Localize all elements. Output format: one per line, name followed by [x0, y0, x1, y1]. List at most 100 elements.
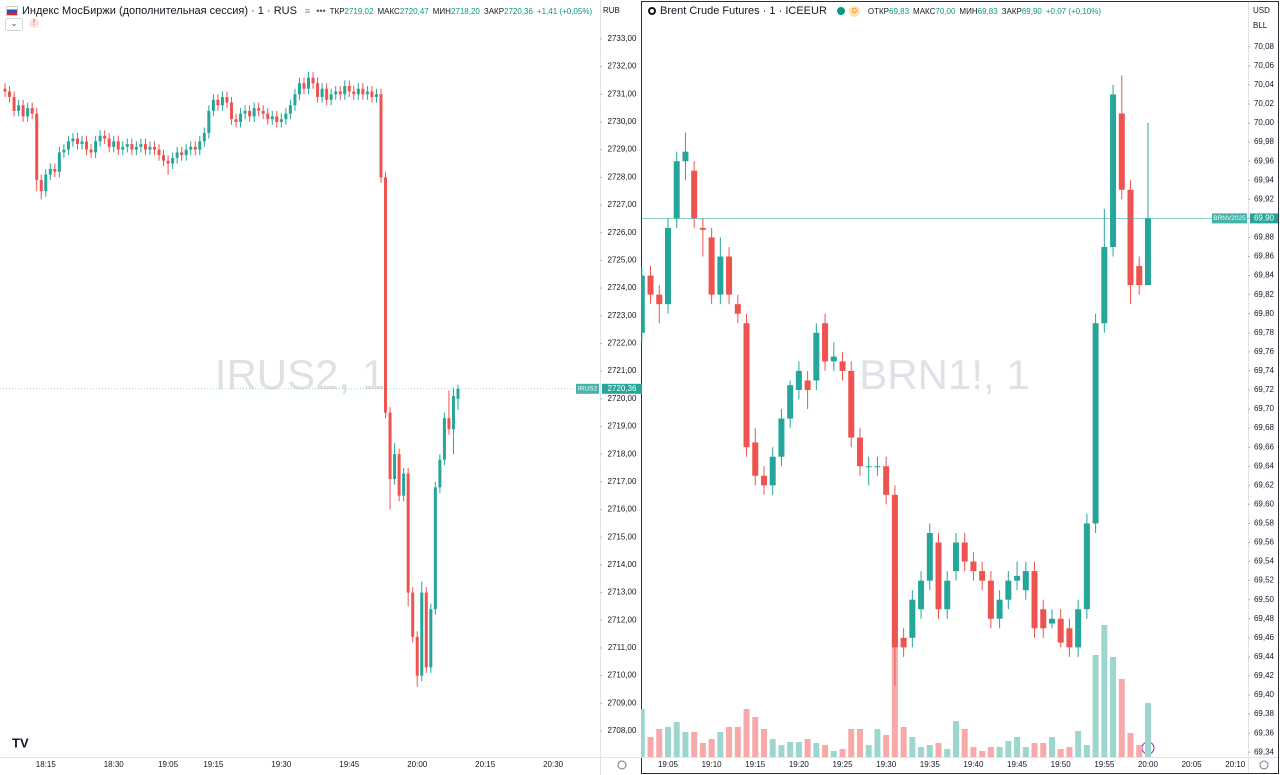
plot-area: BRN1!, 1	[641, 75, 1151, 757]
candle-body	[338, 91, 342, 95]
volume-bar	[699, 743, 706, 757]
candle-body	[664, 227, 671, 305]
more-button[interactable]: •••	[316, 6, 326, 16]
candle-body	[1083, 523, 1090, 610]
flag	[6, 6, 18, 16]
y-tick-label: 2714,00	[608, 560, 637, 569]
candle-body	[3, 88, 7, 92]
candle-body	[743, 323, 750, 448]
candle-body	[166, 160, 170, 164]
y-tick-label: 2725,00	[608, 255, 637, 264]
candle-body	[429, 609, 433, 668]
volume-bar	[900, 727, 907, 757]
candle-body	[442, 418, 446, 460]
volume-bar	[918, 747, 925, 757]
candle-body	[89, 149, 93, 153]
candle-body	[370, 91, 374, 98]
x-tick-label: 18:15	[36, 760, 57, 769]
candle-body	[822, 323, 829, 362]
y-tick-label: 69,74	[1254, 366, 1275, 375]
y-tick-label: 2716,00	[608, 505, 637, 514]
volume-bar	[795, 742, 802, 757]
candle-body	[406, 473, 410, 593]
candle-body	[329, 94, 333, 100]
volume-bar	[1127, 733, 1134, 757]
candle-body	[961, 542, 968, 562]
candle-body	[379, 94, 383, 178]
settings-icon[interactable]	[1259, 760, 1269, 770]
candle-body	[75, 138, 79, 145]
x-tick-label: 19:25	[833, 760, 854, 769]
volume-bar	[1031, 743, 1038, 757]
volume-bar	[848, 729, 855, 757]
legend-label: ТКР	[329, 6, 345, 16]
candle-body	[1066, 628, 1073, 648]
volume-bar	[734, 727, 741, 757]
candle-body	[152, 146, 156, 150]
change: +1,41 (+0,05%)	[536, 6, 593, 16]
candle-body	[795, 370, 802, 390]
volume-bar	[926, 745, 933, 757]
candle-body	[85, 141, 89, 150]
x-tick-label: 19:30	[271, 760, 292, 769]
logo: TV	[12, 735, 29, 750]
settings-icon[interactable]	[617, 760, 627, 770]
y-tick-label: 2728,00	[608, 172, 637, 181]
warning-icon[interactable]: !	[29, 18, 39, 28]
legend: МАКС70,00	[913, 7, 955, 16]
candle-body	[411, 592, 415, 637]
candle-body	[202, 133, 206, 142]
candle-body	[641, 275, 645, 333]
candle-body	[438, 459, 442, 488]
volume-bar	[769, 739, 776, 757]
candle-body	[830, 356, 837, 362]
last-price-label: 69,90	[1254, 213, 1275, 222]
volume-bar	[708, 739, 715, 757]
candle-body	[39, 180, 43, 192]
volume-bar	[682, 732, 689, 757]
legend-value: 2718,20	[450, 6, 480, 16]
candle-body	[952, 542, 959, 572]
y-tick-label: 69,72	[1254, 385, 1275, 394]
y-tick-label: 2729,00	[608, 145, 637, 154]
candle-body	[447, 418, 451, 430]
candle-body	[356, 88, 360, 95]
candle-body	[44, 174, 48, 192]
collapse-button[interactable]: ⌄	[5, 18, 23, 31]
candle-body	[239, 113, 243, 122]
badge: D	[848, 5, 860, 17]
volume-bar	[874, 729, 881, 757]
candle-body	[944, 580, 951, 610]
y-tick-label: 2709,00	[608, 698, 637, 707]
currency: USD	[1253, 6, 1270, 15]
x-tick-label: 19:15	[203, 760, 224, 769]
candle-body	[26, 108, 30, 117]
y-tick-label: 69,56	[1254, 538, 1275, 547]
y-tick-label: 2726,00	[608, 228, 637, 237]
menu-icon[interactable]: ≡	[304, 6, 311, 16]
volume-bar	[935, 743, 942, 757]
candle-body	[35, 113, 39, 181]
y-tick-label: 69,82	[1254, 290, 1275, 299]
candle-body	[297, 83, 301, 95]
candle-body	[1057, 618, 1064, 643]
volume-bar	[979, 751, 986, 757]
candle-body	[365, 91, 369, 95]
volume-bar	[830, 751, 837, 757]
y-tick-label: 69,96	[1254, 156, 1275, 165]
candle-body	[48, 169, 52, 175]
y-tick-label: 69,38	[1254, 709, 1275, 718]
candle-body	[708, 237, 715, 295]
candle-body	[293, 94, 297, 106]
candle-body	[388, 412, 392, 480]
y-tick-label: 69,92	[1254, 194, 1275, 203]
candle-body	[900, 637, 907, 648]
candle-body	[243, 110, 247, 114]
x-tick-label: 19:45	[339, 760, 360, 769]
candle-body	[279, 119, 283, 122]
candle-body	[891, 494, 898, 648]
candle-body	[148, 146, 152, 150]
candle-body	[270, 116, 274, 120]
left-header: Индекс МосБиржи (дополнительная сессия) …	[6, 4, 592, 18]
x-tick-label: 19:05	[658, 760, 679, 769]
